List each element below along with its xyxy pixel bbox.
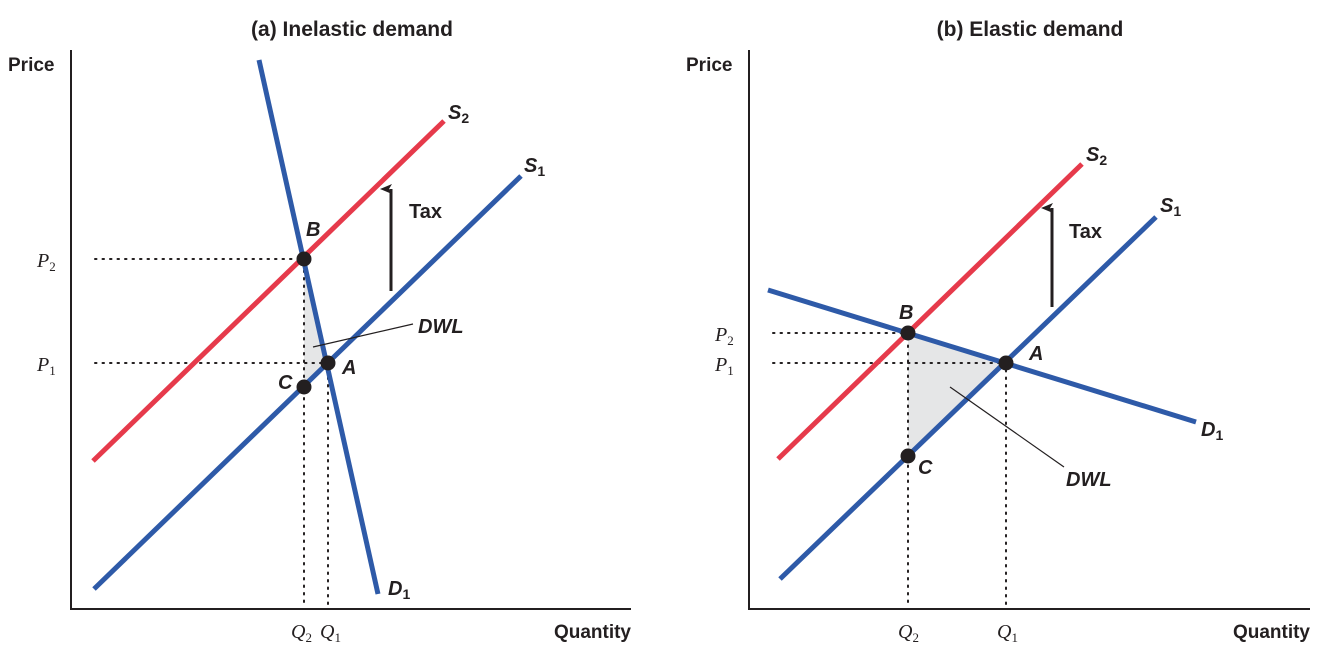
point-b-label: B [899, 302, 913, 324]
panel-inelastic-demand: (a) Inelastic demand Price Quantity Tax … [8, 18, 631, 645]
p2-tick-label: P2 [36, 250, 56, 274]
supply-curve-s2 [91, 119, 446, 463]
q1-tick-label: Q1 [320, 621, 341, 645]
price-axis-label: Price [686, 55, 732, 76]
d1-label: D1 [1201, 419, 1223, 443]
dwl-label: DWL [418, 316, 464, 338]
point-c [296, 379, 312, 395]
p1-tick-label: P1 [714, 354, 734, 378]
point-c-label: C [278, 372, 293, 394]
s2-label: S2 [1086, 144, 1107, 168]
point-a [998, 355, 1014, 371]
q1-tick-label: Q1 [997, 621, 1018, 645]
dwl-label: DWL [1066, 469, 1112, 491]
dwl-leader-line [949, 386, 1065, 468]
demand-curve-d1 [256, 59, 381, 595]
point-a [320, 355, 336, 371]
point-c-label: C [918, 457, 933, 479]
point-b [900, 325, 916, 341]
point-a-label: A [341, 357, 356, 379]
panel-title: (b) Elastic demand [937, 18, 1124, 41]
q2-tick-label: Q2 [291, 621, 312, 645]
price-axis-label: Price [8, 55, 54, 76]
s1-label: S1 [1160, 195, 1181, 219]
quantity-axis-label: Quantity [554, 622, 631, 643]
point-b [296, 251, 312, 267]
quantity-axis-label: Quantity [1233, 622, 1310, 643]
tax-label: Tax [409, 201, 442, 223]
q2-tick-label: Q2 [898, 621, 919, 645]
s2-label: S2 [448, 102, 469, 126]
panel-elastic-demand: (b) Elastic demand Price Quantity Tax DW… [686, 18, 1310, 645]
panel-title: (a) Inelastic demand [251, 18, 453, 41]
point-c [900, 448, 916, 464]
tax-label: Tax [1069, 221, 1102, 243]
p2-tick-label: P2 [714, 324, 734, 348]
d1-label: D1 [388, 578, 410, 602]
supply-curve-s1 [778, 215, 1158, 581]
point-a-label: A [1028, 343, 1043, 365]
demand-curve-d1 [767, 287, 1197, 425]
supply-curve-s2 [776, 162, 1084, 461]
p1-tick-label: P1 [36, 354, 56, 378]
deadweight-loss-area [908, 333, 1006, 456]
point-b-label: B [306, 219, 320, 241]
s1-label: S1 [524, 155, 545, 179]
dwl-leader-line [312, 323, 414, 348]
